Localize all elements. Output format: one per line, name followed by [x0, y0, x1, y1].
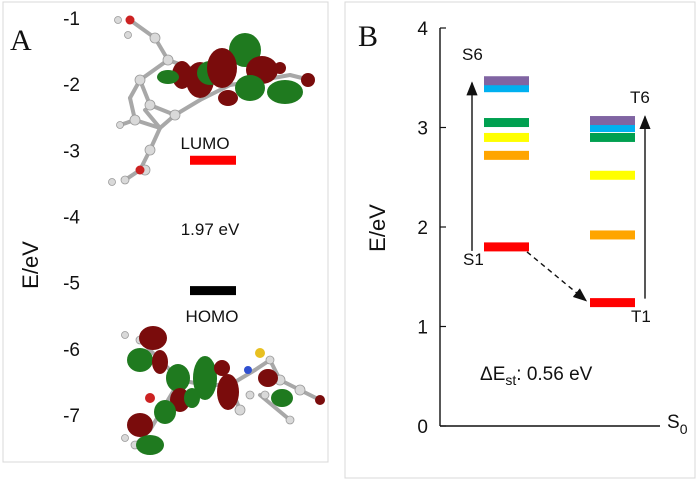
triplet-level-t1 [590, 298, 635, 308]
panel-a-level-homo [190, 286, 236, 296]
triplet-level-t3 [590, 170, 635, 180]
t6-label: T6 [630, 88, 650, 107]
isc-dashed-arrow [526, 251, 588, 302]
panel-b-ylabel: E/eV [365, 204, 390, 252]
gap-label: 1.97 eV [181, 220, 240, 239]
panel-b-ytick-label: 2 [417, 218, 428, 239]
panel-a-ytick-label: -5 [63, 274, 80, 295]
delta-est-label: ΔEst: 0.56 eV [480, 364, 593, 388]
panel-a-level-lumo [190, 155, 236, 165]
panel-b-yticks: 0 1 2 3 4 [417, 19, 446, 438]
homo-label: HOMO [186, 307, 239, 326]
panel-a-letter: A [10, 24, 32, 57]
panel-a-yticks: -1 -2 -3 -4 -5 -6 -7 [63, 9, 80, 427]
homo-molecule-image [121, 326, 325, 455]
panel-a-ylabel: E/eV [18, 241, 43, 289]
panel-a-ytick-label: -3 [63, 141, 80, 162]
panel-b-levels [484, 76, 635, 308]
panel-b-ytick-label: 0 [417, 417, 428, 438]
s6-label: S6 [462, 45, 483, 64]
panel-b-ytick-label: 3 [417, 119, 428, 140]
panel-a-ytick-label: -2 [63, 75, 80, 96]
triplet-level-t4 [590, 132, 635, 142]
panel-b-ytick-label: 1 [417, 318, 428, 339]
panel-a-ytick-label: -4 [63, 208, 80, 229]
lumo-label: LUMO [180, 134, 229, 153]
panel-b-ytick-label: 4 [417, 19, 428, 40]
panel-a-ytick-label: -7 [63, 406, 80, 427]
singlet-level-s1 [484, 242, 529, 252]
panel-b-letter: B [358, 20, 378, 53]
singlet-level-s4 [484, 118, 529, 128]
triplet-level-t5 [590, 123, 635, 132]
lumo-molecule-image [108, 15, 315, 186]
singlet-level-s3 [484, 132, 529, 142]
s0-label: S0 [667, 412, 688, 437]
panel-a-ytick-label: -1 [63, 9, 80, 30]
triplet-level-t6 [590, 116, 635, 126]
panel-a-ytick-label: -6 [63, 340, 80, 361]
panel-b-frame [344, 1, 696, 479]
s1-label: S1 [463, 250, 484, 269]
panel-a-levels [190, 155, 236, 296]
singlet-level-s5 [484, 83, 529, 93]
singlet-level-s6 [484, 76, 529, 86]
triplet-level-t2 [590, 230, 635, 240]
panel-a-frame [2, 1, 329, 463]
singlet-level-s2 [484, 150, 529, 160]
t1-label: T1 [631, 307, 651, 326]
